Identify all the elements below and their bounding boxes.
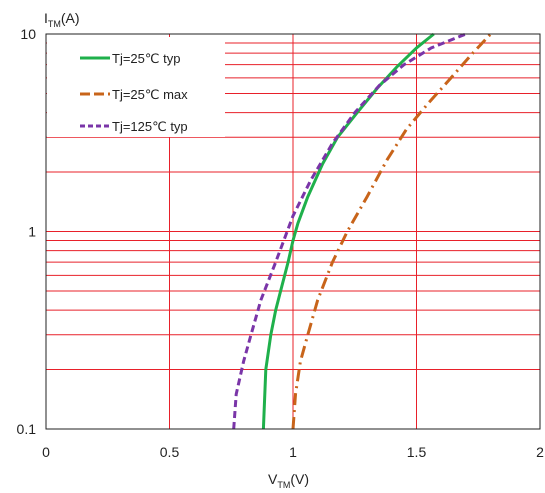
- x-tick-label-1: 0.5: [160, 444, 180, 460]
- x-axis-label-main: V: [268, 471, 278, 487]
- x-axis-label-unit: (V): [290, 471, 309, 487]
- y-axis-label-sub: TM: [48, 19, 61, 29]
- series-line-1: [291, 32, 492, 430]
- tick-labels: 0 0.5 1 1.5 2 0.1 1 10: [17, 26, 545, 460]
- series-lines: [232, 32, 492, 430]
- y-axis-label-main: I: [44, 10, 48, 26]
- x-tick-label-2: 1: [289, 444, 297, 460]
- y-tick-label-1: 1: [28, 224, 36, 240]
- x-tick-label-3: 1.5: [407, 444, 427, 460]
- legend-label-0: Tj=25℃ typ: [112, 51, 180, 66]
- plot-frame: [45, 33, 541, 430]
- legend-label-2: Tj=125℃ typ: [112, 119, 188, 134]
- x-axis-label-sub: TM: [277, 480, 290, 490]
- x-axis-label: VTM(V): [268, 471, 309, 490]
- y-axis-label: ITM(A): [44, 10, 80, 29]
- x-tick-label-0: 0: [42, 444, 50, 460]
- y-tick-label-2: 10: [20, 26, 36, 42]
- y-tick-label-0: 0.1: [17, 421, 37, 437]
- legend-box: [47, 37, 225, 137]
- x-tick-label-4: 2: [536, 444, 544, 460]
- y-axis-label-unit: (A): [61, 10, 80, 26]
- legend: Tj=25℃ typ Tj=25℃ max Tj=125℃ typ: [47, 37, 225, 137]
- legend-label-1: Tj=25℃ max: [112, 87, 188, 102]
